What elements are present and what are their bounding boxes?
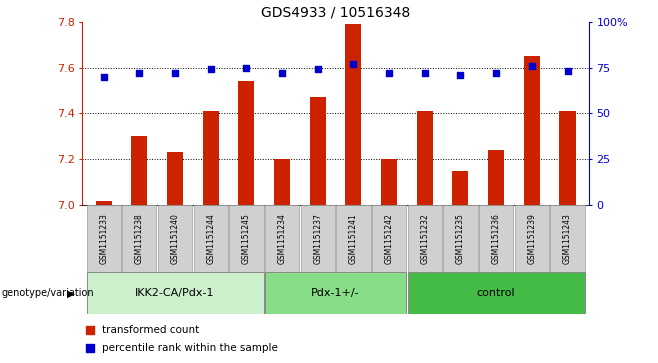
Bar — [238, 81, 255, 205]
Point — [205, 66, 216, 72]
Point — [348, 61, 359, 67]
FancyBboxPatch shape — [193, 205, 228, 272]
Text: GSM1151240: GSM1151240 — [170, 213, 180, 264]
Text: GSM1151238: GSM1151238 — [135, 213, 144, 264]
FancyBboxPatch shape — [265, 205, 299, 272]
Text: GSM1151237: GSM1151237 — [313, 213, 322, 264]
Text: GSM1151239: GSM1151239 — [527, 213, 536, 264]
FancyBboxPatch shape — [301, 205, 335, 272]
Point — [241, 65, 251, 70]
Text: GSM1151245: GSM1151245 — [242, 213, 251, 264]
Point — [384, 70, 394, 76]
Point — [399, 281, 410, 287]
Point — [399, 121, 410, 127]
Text: GSM1151242: GSM1151242 — [384, 213, 393, 264]
Text: ▶: ▶ — [67, 288, 75, 298]
Text: GSM1151241: GSM1151241 — [349, 213, 358, 264]
Text: control: control — [477, 288, 515, 298]
Point — [562, 68, 572, 74]
Text: GSM1151243: GSM1151243 — [563, 213, 572, 264]
Point — [277, 70, 288, 76]
Bar — [310, 97, 326, 205]
FancyBboxPatch shape — [479, 205, 513, 272]
FancyBboxPatch shape — [515, 205, 549, 272]
Bar — [524, 56, 540, 205]
Text: Pdx-1+/-: Pdx-1+/- — [311, 288, 360, 298]
FancyBboxPatch shape — [408, 205, 442, 272]
Text: GSM1151234: GSM1151234 — [278, 213, 287, 264]
FancyBboxPatch shape — [443, 205, 478, 272]
FancyBboxPatch shape — [336, 205, 370, 272]
Bar — [453, 171, 468, 205]
Text: genotype/variation: genotype/variation — [1, 288, 94, 298]
Bar — [132, 136, 147, 205]
Bar — [417, 111, 433, 205]
Bar — [203, 111, 218, 205]
Text: GSM1151232: GSM1151232 — [420, 213, 429, 264]
Bar — [345, 24, 361, 205]
Point — [170, 70, 180, 76]
Bar — [381, 159, 397, 205]
Bar — [488, 150, 504, 205]
FancyBboxPatch shape — [265, 272, 406, 314]
FancyBboxPatch shape — [87, 205, 121, 272]
FancyBboxPatch shape — [158, 205, 192, 272]
Point — [491, 70, 501, 76]
Text: percentile rank within the sample: percentile rank within the sample — [101, 343, 278, 353]
FancyBboxPatch shape — [550, 205, 584, 272]
FancyBboxPatch shape — [372, 205, 406, 272]
Text: GSM1151236: GSM1151236 — [492, 213, 501, 264]
Bar — [274, 159, 290, 205]
Bar — [167, 152, 183, 205]
Bar — [559, 111, 576, 205]
Text: transformed count: transformed count — [101, 325, 199, 335]
Point — [420, 70, 430, 76]
Bar — [95, 200, 112, 205]
FancyBboxPatch shape — [122, 205, 157, 272]
Text: GSM1151235: GSM1151235 — [456, 213, 465, 264]
Point — [99, 74, 109, 80]
Point — [313, 66, 323, 72]
Title: GDS4933 / 10516348: GDS4933 / 10516348 — [261, 5, 410, 19]
FancyBboxPatch shape — [229, 205, 263, 272]
Text: IKK2-CA/Pdx-1: IKK2-CA/Pdx-1 — [136, 288, 215, 298]
Point — [526, 63, 537, 69]
Point — [134, 70, 145, 76]
Text: GSM1151244: GSM1151244 — [206, 213, 215, 264]
Point — [455, 72, 466, 78]
Text: GSM1151233: GSM1151233 — [99, 213, 108, 264]
FancyBboxPatch shape — [87, 272, 263, 314]
FancyBboxPatch shape — [408, 272, 584, 314]
